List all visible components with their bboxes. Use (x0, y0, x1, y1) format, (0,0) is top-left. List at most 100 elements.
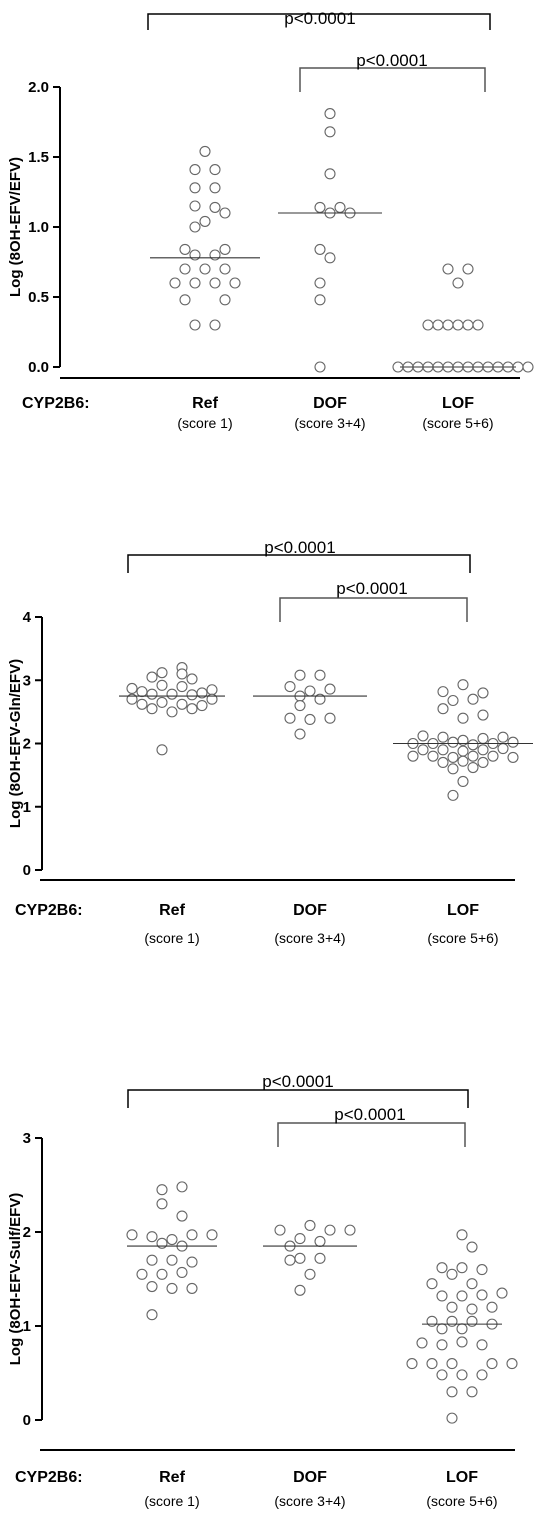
data-point-lof (437, 731, 449, 743)
data-point-lof (427, 750, 439, 762)
data-point-lof (426, 1315, 438, 1327)
data-point-dof (284, 1254, 296, 1266)
bracket-dof-lof (299, 67, 486, 92)
data-point-dof (274, 1224, 286, 1236)
data-point-lof (447, 789, 459, 801)
subcategory-label: (score 3+4) (274, 930, 345, 946)
data-point-ref (209, 201, 221, 213)
data-point-ref (176, 668, 188, 680)
data-point-ref (189, 200, 201, 212)
data-point-ref (189, 277, 201, 289)
y-axis-label: Log (8OH-EFV-Gln/EFV) (7, 659, 24, 828)
data-point-dof (294, 1233, 306, 1245)
data-point-dof (314, 294, 326, 306)
data-point-ref (156, 1184, 168, 1196)
y-tick-label: 1.0 (28, 219, 49, 236)
data-point-lof (476, 1369, 488, 1381)
data-point-lof (466, 1278, 478, 1290)
data-point-dof (294, 1252, 306, 1264)
data-point-dof (324, 126, 336, 138)
data-point-ref (166, 1282, 178, 1294)
bracket-dof-lof (277, 1122, 466, 1147)
data-point-lof (446, 1386, 458, 1398)
bracket-ref-lof (127, 1089, 469, 1108)
data-point-ref (156, 1237, 168, 1249)
data-point-lof (486, 1301, 498, 1313)
data-point-lof (436, 1369, 448, 1381)
p-value-label: p<0.0001 (336, 579, 407, 598)
data-point-ref (206, 1229, 218, 1241)
bracket-ref-lof (127, 554, 471, 573)
data-point-lof (436, 1290, 448, 1302)
y-axis-label: Log (8OH-EFV/EFV) (7, 157, 24, 297)
data-point-lof (522, 361, 534, 373)
data-point-lof (462, 319, 474, 331)
data-point-lof (446, 1301, 458, 1313)
data-point-ref (166, 1254, 178, 1266)
y-axis-label: Log (8OH-EFV-Sulf/EFV) (7, 1193, 24, 1366)
data-point-ref (146, 1309, 158, 1321)
data-point-lof (467, 693, 479, 705)
subcategory-label: (score 5+6) (427, 930, 498, 946)
p-value-label: p<0.0001 (356, 51, 427, 70)
data-point-dof (294, 669, 306, 681)
data-point-lof (456, 1290, 468, 1302)
data-point-lof (467, 750, 479, 762)
subcategory-label: (score 5+6) (426, 1493, 497, 1509)
data-point-ref (169, 277, 181, 289)
data-point-lof (487, 750, 499, 762)
data-point-lof (507, 736, 519, 748)
data-point-ref (219, 243, 231, 255)
y-tick-label: 1 (23, 799, 31, 816)
data-point-lof (467, 761, 479, 774)
data-point-lof (462, 263, 474, 275)
data-point-ref (199, 215, 211, 227)
data-point-ref (126, 682, 138, 695)
data-point-lof (456, 1323, 468, 1335)
data-point-dof (314, 669, 326, 681)
data-point-lof (446, 1412, 458, 1424)
data-point-lof (452, 319, 464, 331)
data-point-lof (477, 756, 489, 769)
data-point-ref (166, 706, 178, 718)
data-point-lof (426, 1278, 438, 1290)
data-point-ref (136, 1268, 148, 1280)
data-point-dof (294, 728, 306, 740)
data-point-ref (156, 679, 168, 691)
data-point-ref (179, 263, 191, 275)
data-point-ref (186, 1256, 198, 1268)
data-point-dof (304, 685, 316, 697)
data-point-lof (457, 775, 469, 788)
subcategory-label: (score 1) (144, 930, 199, 946)
y-tick-label: 4 (23, 609, 32, 626)
data-point-lof (437, 756, 449, 769)
data-point-lof (437, 686, 449, 698)
gene-label: CYP2B6: (22, 395, 90, 412)
data-point-dof (314, 693, 326, 705)
data-point-lof (476, 1339, 488, 1351)
data-point-ref (156, 1198, 168, 1210)
bracket-ref-lof (147, 13, 491, 30)
data-point-dof (314, 243, 326, 255)
data-point-lof (436, 1323, 448, 1335)
data-point-ref (189, 164, 201, 176)
data-point-dof (324, 683, 336, 695)
subcategory-label: (score 1) (177, 415, 232, 431)
data-point-lof (476, 1264, 488, 1276)
y-tick-label: 0.5 (28, 289, 49, 306)
p-value-label: p<0.0001 (262, 1072, 333, 1091)
data-point-lof (437, 703, 449, 715)
y-tick-label: 0.0 (28, 359, 49, 376)
data-point-dof (334, 201, 346, 213)
data-point-ref (199, 145, 211, 157)
data-point-ref (199, 263, 211, 275)
chart-panel-2: 0 1 2 3 4 Log (8OH-EFV-Gln/EFV) CYP2B6: Ref (sco… (7, 538, 533, 946)
data-point-dof (314, 1252, 326, 1264)
data-point-ref (126, 693, 138, 705)
p-value-label: p<0.0001 (284, 9, 355, 28)
data-point-dof (324, 108, 336, 120)
data-point-ref (176, 698, 188, 710)
data-point-lof (477, 732, 489, 744)
subcategory-label: (score 1) (144, 1493, 199, 1509)
data-point-lof (497, 731, 509, 743)
